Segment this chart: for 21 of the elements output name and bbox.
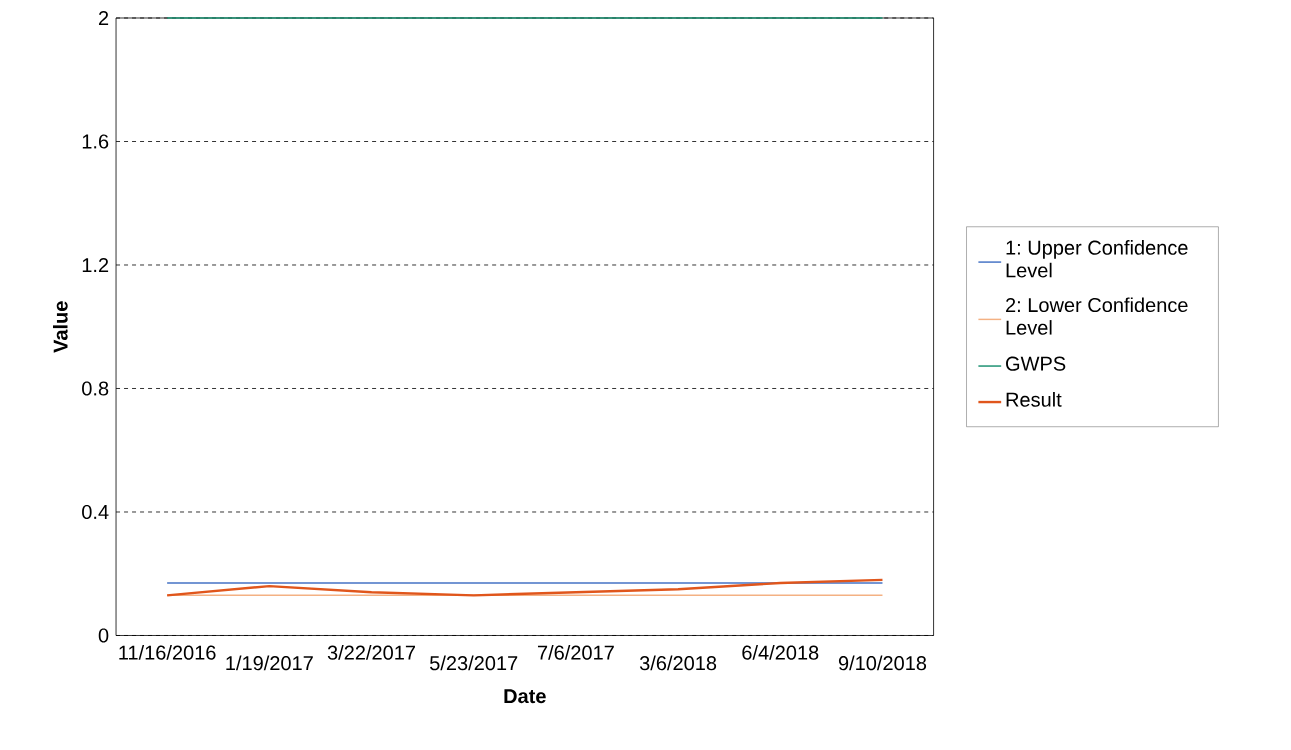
x-tick-label: 11/16/2016: [119, 645, 216, 661]
x-tick-label: 3/22/2017: [327, 645, 415, 661]
x-tick-label: 3/6/2018: [639, 655, 717, 671]
x-tick-label: 1/19/2017: [226, 655, 313, 671]
legend-label: GWPS: [1006, 356, 1066, 372]
legend-label: 2: Lower Confidence Level: [1006, 297, 1188, 335]
legend-label: Result: [1006, 392, 1062, 408]
y-axis-title: Value: [53, 301, 68, 353]
x-tick-label: 5/23/2017: [430, 655, 518, 671]
y-tick-label: 1.6: [82, 134, 109, 149]
x-tick-label: 9/10/2018: [838, 655, 927, 671]
y-tick-label: 2: [98, 11, 109, 26]
y-tick-label: 1.2: [82, 258, 109, 273]
y-tick-label: 0.4: [82, 505, 109, 520]
x-axis-title: Date: [504, 689, 546, 704]
legend-label: 1: Upper Confidence Level: [1006, 240, 1188, 278]
x-tick-label: 7/6/2017: [537, 645, 614, 661]
y-tick-label: 0.8: [82, 381, 109, 396]
x-tick-label: 6/4/2018: [742, 645, 819, 661]
line-series: [165, 578, 884, 597]
y-tick-label: 0: [98, 628, 109, 643]
